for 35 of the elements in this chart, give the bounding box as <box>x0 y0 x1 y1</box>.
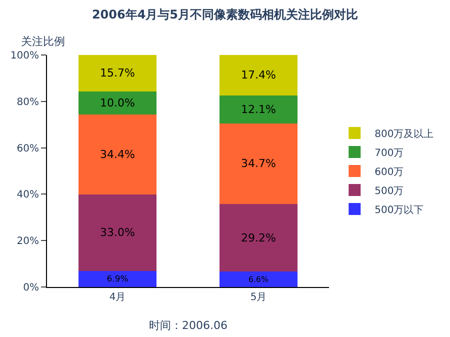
data-label: 12.1% <box>241 102 276 116</box>
y-tick-label: 20% <box>16 236 39 248</box>
data-label: 33.0% <box>100 226 135 240</box>
bar <box>220 95 298 124</box>
data-label: 6.9% <box>106 274 128 284</box>
legend-label: 700万 <box>374 148 404 159</box>
bar <box>220 123 298 204</box>
bar <box>78 55 156 92</box>
bar <box>78 194 156 271</box>
y-tick-label: 40% <box>16 190 39 201</box>
bar <box>220 204 298 272</box>
data-label: 17.4% <box>241 68 276 82</box>
data-label: 34.7% <box>241 157 276 170</box>
chart-title: 2006年4月与5月不同像素数码相机关注比例对比 <box>92 8 358 22</box>
y-tick-label: 100% <box>10 50 39 62</box>
data-label: 10.0% <box>100 96 135 110</box>
text: 时间：2006.06 <box>149 319 228 332</box>
data-label: 34.4% <box>100 148 135 162</box>
data-label: 29.2% <box>241 231 276 244</box>
legend-label: 500万 <box>374 186 404 197</box>
data-label: 15.7% <box>100 66 135 80</box>
bar <box>220 272 298 287</box>
bar <box>220 55 298 96</box>
y-tick-label: 60% <box>16 143 39 154</box>
x-tick-label: 5月 <box>250 292 267 303</box>
y-tick-label: 0% <box>23 282 39 294</box>
bar <box>78 114 156 194</box>
y-tick-label: 80% <box>16 96 39 108</box>
x-tick-label: 4月 <box>109 292 126 303</box>
bar <box>78 91 156 115</box>
y-axis-title: 关注比例 <box>21 35 65 48</box>
legend-label: 800万及以上 <box>374 128 434 140</box>
bar <box>78 270 156 287</box>
legend-label: 500万以下 <box>374 204 424 216</box>
legend-label: 600万 <box>374 166 404 178</box>
